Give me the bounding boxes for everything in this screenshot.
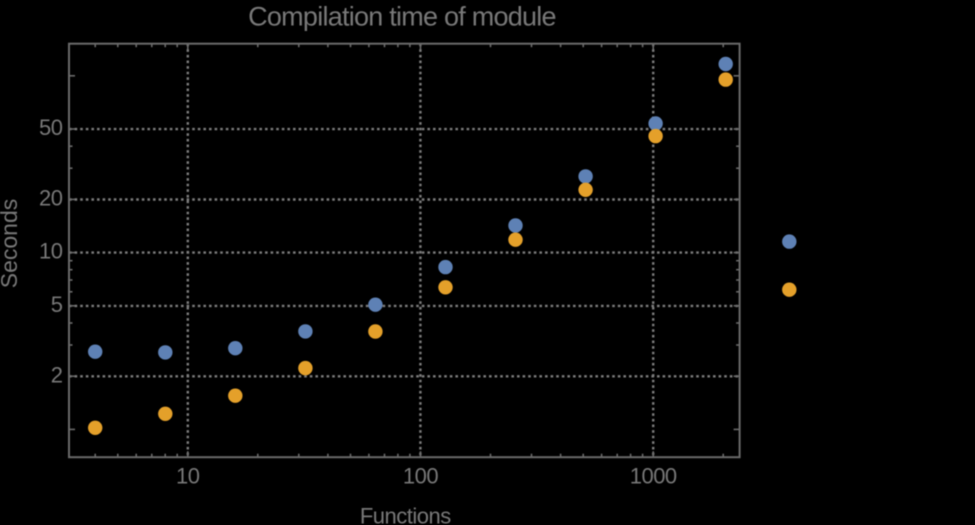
svg-text:1000: 1000: [630, 464, 677, 489]
svg-text:Functions: Functions: [360, 503, 451, 525]
svg-text:Seconds: Seconds: [0, 199, 22, 289]
svg-text:10: 10: [176, 464, 200, 489]
svg-text:20: 20: [39, 186, 63, 211]
svg-text:5: 5: [51, 292, 63, 317]
svg-text:50: 50: [39, 115, 63, 140]
svg-text:100: 100: [403, 464, 438, 489]
svg-text:Compilation time of module: Compilation time of module: [248, 2, 556, 32]
svg-text:2: 2: [51, 362, 63, 387]
svg-text:10: 10: [39, 239, 63, 264]
